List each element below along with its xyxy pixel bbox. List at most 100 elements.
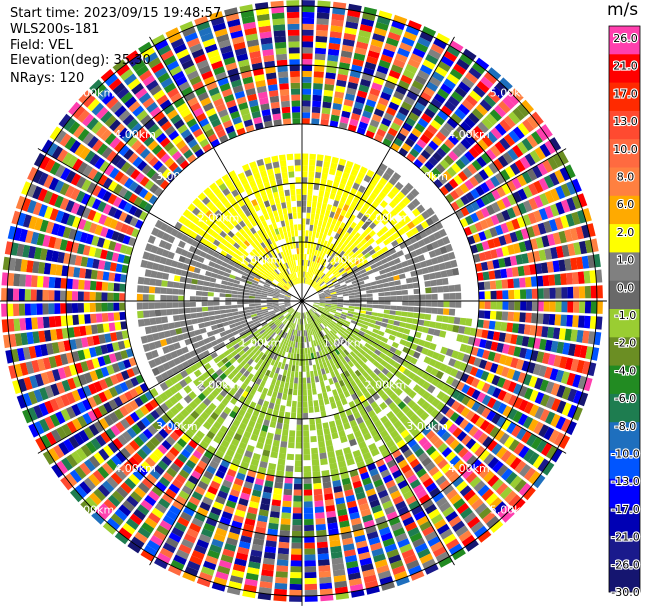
velocity-cell: [313, 283, 319, 289]
velocity-cell: [343, 238, 350, 246]
velocity-cell: [437, 286, 444, 293]
velocity-cell: [455, 525, 469, 537]
velocity-cell: [417, 397, 426, 407]
velocity-cell: [354, 47, 367, 56]
velocity-cell: [442, 506, 455, 518]
velocity-cell: [402, 301, 409, 306]
velocity-cell: [91, 324, 98, 335]
velocity-cell: [451, 378, 460, 389]
velocity-cell: [463, 489, 476, 502]
velocity-cell: [277, 458, 286, 466]
velocity-cell: [426, 207, 435, 217]
velocity-cell: [501, 419, 512, 431]
velocity-cell: [323, 228, 329, 235]
velocity-cell: [340, 326, 347, 332]
velocity-cell: [369, 346, 377, 353]
velocity-cell: [375, 320, 382, 326]
velocity-cell: [405, 25, 420, 36]
velocity-cell: [440, 83, 453, 95]
velocity-cell: [448, 358, 457, 367]
velocity-cell: [453, 63, 467, 76]
velocity-cell: [113, 292, 120, 301]
velocity-cell: [319, 214, 325, 221]
velocity-cell: [321, 202, 327, 210]
velocity-cell: [422, 326, 429, 334]
velocity-cell: [374, 70, 387, 80]
velocity-cell: [519, 277, 526, 288]
velocity-cell: [294, 466, 302, 473]
velocity-cell: [48, 316, 56, 328]
velocity-cell: [323, 95, 333, 103]
velocity-cell: [403, 96, 416, 106]
velocity-cell: [419, 294, 426, 300]
velocity-cell: [579, 301, 586, 314]
velocity-cell: [352, 58, 364, 67]
velocity-cell: [293, 495, 302, 502]
velocity-cell: [392, 172, 402, 181]
velocity-cell: [371, 285, 378, 290]
velocity-cell: [326, 262, 332, 269]
velocity-cell: [543, 426, 555, 441]
velocity-cell: [371, 113, 382, 123]
velocity-cell: [380, 415, 389, 424]
velocity-cell: [566, 421, 577, 436]
velocity-cell: [487, 474, 500, 487]
velocity-cell: [536, 439, 548, 453]
velocity-cell: [363, 333, 371, 339]
velocity-cell: [526, 168, 538, 181]
velocity-cell: [460, 407, 471, 418]
velocity-cell: [321, 245, 326, 253]
velocity-cell: [373, 338, 381, 345]
velocity-cell: [488, 320, 496, 330]
velocity-cell: [143, 310, 150, 318]
velocity-cell: [396, 295, 403, 301]
velocity-cell: [436, 401, 446, 412]
velocity-cell: [579, 240, 588, 255]
velocity-cell: [326, 317, 332, 322]
velocity-cell: [358, 280, 365, 286]
velocity-cell: [308, 171, 315, 178]
velocity-cell: [353, 327, 360, 333]
velocity-cell: [567, 404, 578, 419]
velocity-cell: [350, 253, 357, 260]
velocity-cell: [456, 480, 468, 493]
velocity-cell: [289, 578, 302, 585]
velocity-cell: [275, 398, 282, 405]
velocity-cell: [302, 47, 313, 54]
velocity-cell: [514, 460, 527, 474]
velocity-cell: [348, 292, 355, 296]
velocity-cell: [317, 238, 322, 245]
velocity-cell: [308, 230, 313, 237]
velocity-cell: [367, 93, 379, 102]
velocity-cell: [143, 277, 151, 285]
velocity-cell: [359, 207, 367, 215]
velocity-cell: [412, 256, 420, 264]
velocity-cell: [337, 277, 344, 282]
velocity-cell: [302, 259, 304, 266]
velocity-cell: [433, 93, 446, 104]
velocity-cell: [394, 474, 406, 485]
velocity-cell: [437, 301, 444, 308]
velocity-cell: [292, 359, 296, 366]
velocity-cell: [508, 394, 518, 407]
velocity-cell: [481, 117, 494, 130]
velocity-cell: [377, 265, 385, 271]
velocity-cell: [515, 335, 524, 346]
velocity-cell: [279, 405, 286, 412]
velocity-cell: [462, 167, 473, 179]
velocity-cell: [523, 200, 533, 213]
velocity-cell: [534, 146, 546, 161]
velocity-cell: [512, 107, 525, 121]
velocity-cell: [358, 185, 366, 194]
velocity-cell: [411, 217, 420, 226]
velocity-cell: [213, 297, 220, 301]
velocity-cell: [291, 365, 296, 372]
velocity-cell: [427, 328, 435, 335]
velocity-cell: [276, 559, 289, 567]
velocity-cell: [353, 239, 360, 247]
velocity-cell: [311, 236, 315, 244]
velocity-cell: [313, 370, 318, 377]
velocity-cell: [315, 30, 328, 37]
velocity-cell: [481, 488, 494, 501]
velocity-cell: [344, 276, 351, 282]
